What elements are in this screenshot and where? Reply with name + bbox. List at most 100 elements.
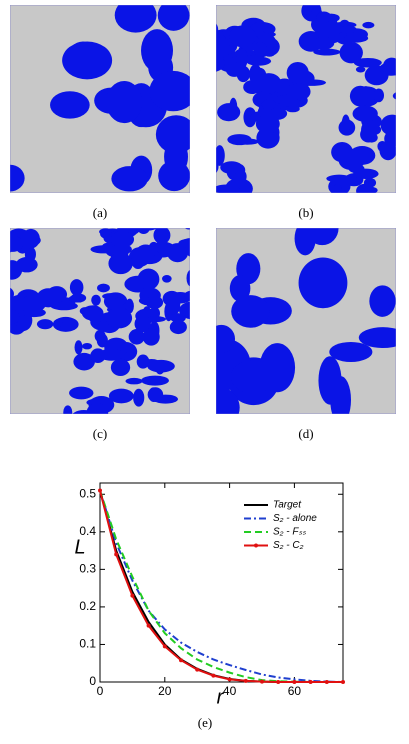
blob [184,290,190,300]
blob [136,354,150,369]
blob [10,164,25,192]
point [114,552,119,557]
legend-marker [254,543,258,548]
series-line [99,490,343,683]
blob [229,275,251,302]
blob [216,23,219,36]
point [341,680,345,684]
blob [10,308,20,325]
blob [184,228,190,230]
blob [137,228,151,235]
blob [384,130,396,147]
point [146,623,151,628]
blob [104,420,127,434]
blob [216,145,225,166]
blob [216,37,231,51]
blob [105,307,133,329]
point [260,679,264,684]
blob [128,329,145,345]
blob [355,66,366,73]
legend-label: S₂ - Fₛₛ [273,527,306,538]
blob [69,386,94,400]
blob [256,73,282,94]
blob [145,295,164,309]
blob [53,319,63,328]
blob [380,114,396,136]
y-tick-label: 0.5 [79,486,96,500]
blob [216,160,219,174]
blob [338,25,357,34]
blob [216,30,225,38]
series-line [99,490,344,683]
panel-label: (e) [198,715,212,730]
point [227,677,232,682]
blob [259,343,296,393]
y-tick-label: 0 [89,674,96,688]
x-tick-label: 20 [158,684,172,698]
blob [157,5,190,31]
blob [229,25,256,48]
blob [369,285,396,317]
blob [73,352,95,371]
panel-label: (d) [298,426,313,441]
blob [339,41,363,64]
blob [186,269,190,287]
blob [147,387,164,403]
blob [69,279,84,296]
blob [220,161,243,174]
blob [146,316,166,323]
blob [76,417,94,423]
micrographs [10,5,396,434]
blob [111,166,148,192]
blob [381,64,396,74]
blob [305,228,339,246]
point [130,593,135,598]
blob [243,107,257,128]
panel-label: (a) [93,205,107,220]
blob [153,228,171,245]
blob [155,115,190,154]
blob [216,47,218,55]
blob [193,281,201,290]
blob [157,243,170,256]
point [179,658,183,663]
panel-label: (b) [298,205,313,220]
x-tick-label: 40 [223,684,237,698]
blob [108,252,133,275]
blob [352,105,378,122]
blob [36,288,60,308]
legend-label: S₂ - C₂ [273,540,304,551]
y-axis-label: L [74,536,85,558]
blob [98,348,124,361]
point [292,680,297,684]
blob [50,91,90,119]
blob [167,296,181,316]
blob [188,178,214,185]
blob [392,92,396,100]
blob [36,319,54,330]
blob [227,134,252,146]
blob [216,54,225,72]
point [276,680,281,684]
blob [217,103,241,122]
blob [341,114,351,134]
plot-frame [99,482,344,683]
blob [255,114,280,134]
blob [225,62,243,77]
blob [10,235,24,252]
blob [188,241,190,246]
blob [149,70,190,112]
y-tick-label: 0.4 [79,524,96,538]
blob [349,85,371,107]
point [195,667,200,672]
x-tick-label: 60 [288,684,302,698]
blob [133,388,145,407]
blob [360,126,377,143]
micrograph [216,228,396,414]
blob [231,295,270,328]
blob [290,83,311,101]
y-tick-label: 0.2 [79,599,96,613]
blob [67,41,99,76]
blob [318,356,342,405]
